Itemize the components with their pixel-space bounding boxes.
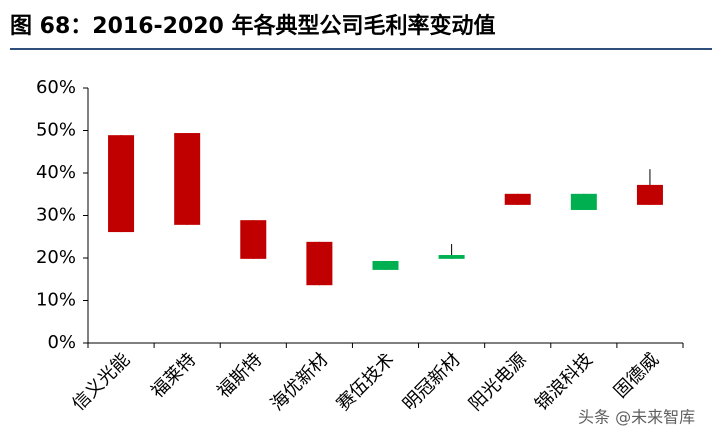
candle-body [636, 184, 663, 205]
x-tick-label: 阳光电源 [465, 349, 531, 415]
watermark: 头条 @未来智库 [578, 408, 695, 427]
y-tick-label: 50% [36, 120, 76, 141]
x-tick-label: 赛伍技术 [333, 349, 399, 415]
x-tick-label: 福莱特 [147, 349, 200, 402]
x-tick-label: 福斯特 [213, 349, 266, 402]
y-tick-label: 40% [36, 162, 76, 183]
y-tick-label: 0% [47, 332, 76, 353]
y-tick-label: 10% [36, 290, 76, 311]
y-tick-label: 20% [36, 247, 76, 268]
candle-body [504, 193, 531, 205]
x-tick-label: 明冠新材 [399, 349, 465, 415]
candle-body [438, 255, 465, 259]
candle-body [240, 220, 267, 259]
x-tick-label: 固德威 [610, 349, 663, 402]
y-tick-label: 30% [36, 205, 76, 226]
x-tick-label: 海优新材 [267, 349, 333, 415]
x-tick-label: 信义光能 [68, 349, 134, 415]
candle-body [306, 241, 333, 286]
y-tick-label: 60% [36, 77, 76, 98]
chart-title: 图 68：2016-2020 年各典型公司毛利率变动值 [10, 13, 496, 39]
x-tick-label: 锦浪科技 [531, 349, 597, 415]
candle-body [372, 260, 399, 270]
candle-body [174, 133, 201, 225]
candle-body [570, 193, 597, 210]
candle-body [108, 135, 135, 233]
